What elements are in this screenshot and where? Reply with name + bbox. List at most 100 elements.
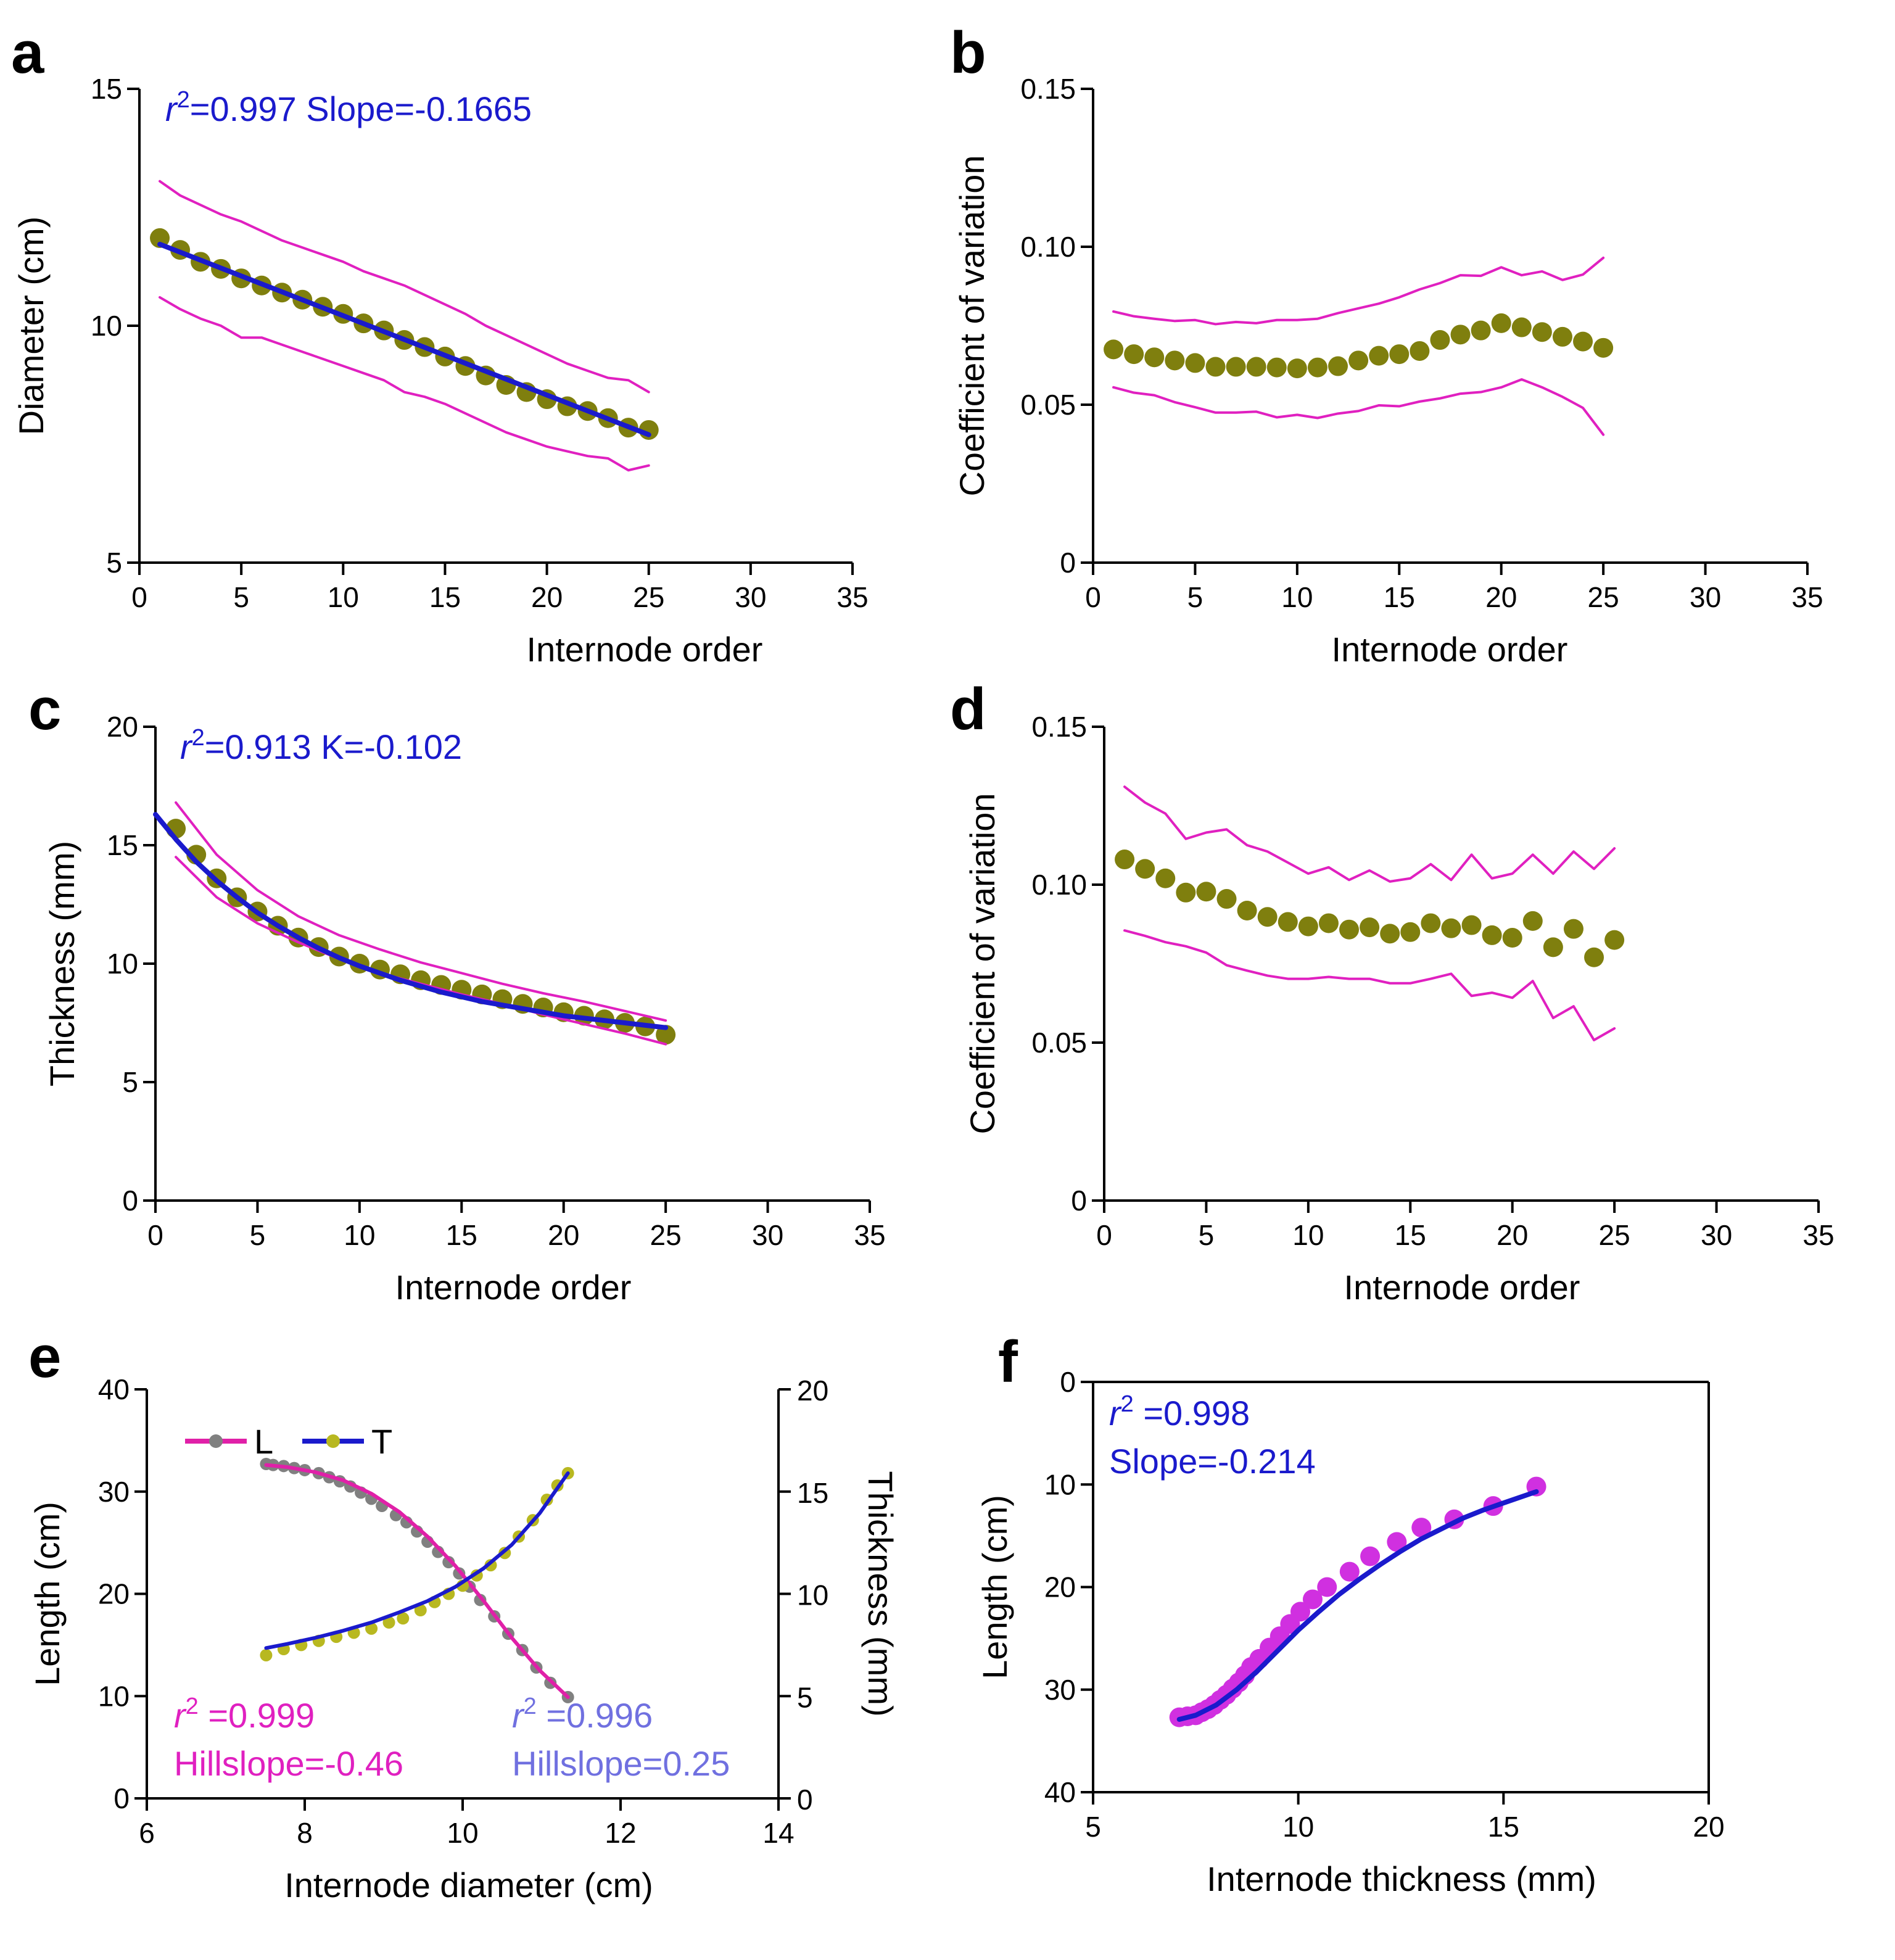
panel-label-c: c <box>28 676 61 742</box>
y-tick-label: 0 <box>1060 547 1076 579</box>
y2-tick-label: 10 <box>797 1579 828 1611</box>
data-point <box>1511 317 1532 337</box>
x-tick-label: 6 <box>139 1817 155 1849</box>
x-tick-label: 25 <box>633 581 664 613</box>
x-tick-label: 0 <box>147 1219 163 1251</box>
legend-marker <box>326 1434 340 1448</box>
data-point <box>1287 358 1307 379</box>
data-point <box>1369 345 1389 366</box>
data-point <box>1563 919 1583 939</box>
panel-label-b: b <box>950 20 986 86</box>
data-point <box>1604 930 1625 950</box>
x-tick-label: 20 <box>548 1219 579 1251</box>
series-line <box>159 180 650 394</box>
legend-marker <box>209 1434 223 1448</box>
x-tick-label: 30 <box>1690 581 1721 613</box>
x-axis-label: Internode order <box>1344 1268 1580 1307</box>
data-point <box>1522 911 1543 931</box>
data-point <box>1471 320 1491 341</box>
x-tick-label: 30 <box>1701 1219 1732 1251</box>
data-point <box>150 228 170 248</box>
y-tick-label: 0 <box>114 1782 130 1814</box>
x-tick-label: 14 <box>762 1817 794 1849</box>
x-tick-label: 12 <box>605 1817 636 1849</box>
data-point <box>365 1622 378 1635</box>
data-point <box>656 1025 676 1045</box>
series-line <box>1123 785 1616 883</box>
x-tick-label: 0 <box>1096 1219 1112 1251</box>
x-tick-label: 30 <box>752 1219 783 1251</box>
panel-label-e: e <box>28 1324 61 1390</box>
series-line <box>159 296 650 472</box>
data-point <box>1196 882 1216 902</box>
x-tick-label: 20 <box>1497 1219 1528 1251</box>
data-point <box>1400 922 1421 942</box>
chart-panel-c: 0 5 10 15 20 25 30 35 0 5 10 15 20 Internode order Thi… <box>43 711 886 1307</box>
y-tick-label: 15 <box>91 73 122 105</box>
y2-tick-label: 15 <box>797 1477 828 1509</box>
data-point <box>1144 347 1165 368</box>
x-tick-label: 20 <box>531 581 563 613</box>
data-point <box>1328 356 1348 376</box>
y-tick-label: 10 <box>107 948 138 980</box>
x-axis-label: Internode order <box>1332 630 1568 669</box>
data-point <box>1543 937 1563 957</box>
y-tick-label: 0 <box>1060 1366 1076 1398</box>
x-tick-label: 15 <box>1488 1811 1519 1843</box>
x-axis-label: Internode diameter (cm) <box>284 1866 653 1904</box>
y2-tick-label: 0 <box>797 1784 813 1816</box>
y-tick-label: 5 <box>106 547 122 579</box>
series-line <box>175 801 667 1022</box>
y-tick-label: 10 <box>98 1680 130 1712</box>
data-point <box>1307 357 1327 378</box>
x-tick-label: 20 <box>1693 1811 1724 1843</box>
data-point <box>1593 337 1614 358</box>
y2-tick-label: 20 <box>797 1375 828 1407</box>
series-line <box>1176 1489 1539 1722</box>
data-point <box>397 1612 410 1625</box>
x-tick-label: 10 <box>447 1817 478 1849</box>
data-point <box>1502 928 1522 948</box>
panel-label-d: d <box>950 676 986 742</box>
panel-label-a: a <box>11 20 44 86</box>
legend-label: L <box>254 1422 273 1461</box>
x-tick-label: 0 <box>1085 581 1101 613</box>
x-tick-label: 15 <box>1384 581 1415 613</box>
data-point <box>1410 341 1430 361</box>
y-tick-label: 5 <box>122 1066 138 1098</box>
data-point <box>1176 882 1196 903</box>
x-tick-label: 35 <box>836 581 868 613</box>
y-tick-label: 20 <box>107 711 138 743</box>
data-point <box>260 1648 273 1661</box>
x-tick-label: 10 <box>1292 1219 1324 1251</box>
data-point <box>1450 325 1471 345</box>
y-tick-label: 30 <box>1044 1674 1076 1706</box>
series-line <box>1112 378 1605 436</box>
data-point <box>1266 357 1287 378</box>
series-line <box>1123 929 1616 1041</box>
y-axis-label: Length (cm) <box>975 1495 1014 1679</box>
y-axis-label: Length (cm) <box>28 1502 67 1686</box>
data-point <box>1389 344 1410 365</box>
data-point <box>1421 913 1441 933</box>
data-point <box>1430 330 1450 350</box>
x-tick-label: 10 <box>344 1219 375 1251</box>
y-axis-label: Thickness (mm) <box>43 841 81 1086</box>
x-tick-label: 35 <box>1802 1219 1834 1251</box>
data-point <box>1278 912 1298 932</box>
y-tick-label: 0.15 <box>1020 73 1076 105</box>
data-point <box>1104 339 1124 360</box>
x-tick-label: 15 <box>446 1219 477 1251</box>
y-axis-label: Coefficient of variation <box>952 155 991 496</box>
data-point <box>1298 916 1318 937</box>
data-point <box>1115 850 1135 870</box>
data-point <box>1135 859 1155 879</box>
chart-panel-d: 0 5 10 15 20 25 30 35 0 0.05 0.10 0.15 Internode ord… <box>963 711 1835 1307</box>
data-point <box>1573 331 1593 352</box>
data-point <box>1339 919 1360 940</box>
y-tick-label: 0.05 <box>1020 389 1076 421</box>
x-axis-label: Internode order <box>527 630 763 669</box>
x-tick-label: 10 <box>328 581 359 613</box>
slope-annotation: Hillslope=-0.46 <box>174 1744 403 1783</box>
